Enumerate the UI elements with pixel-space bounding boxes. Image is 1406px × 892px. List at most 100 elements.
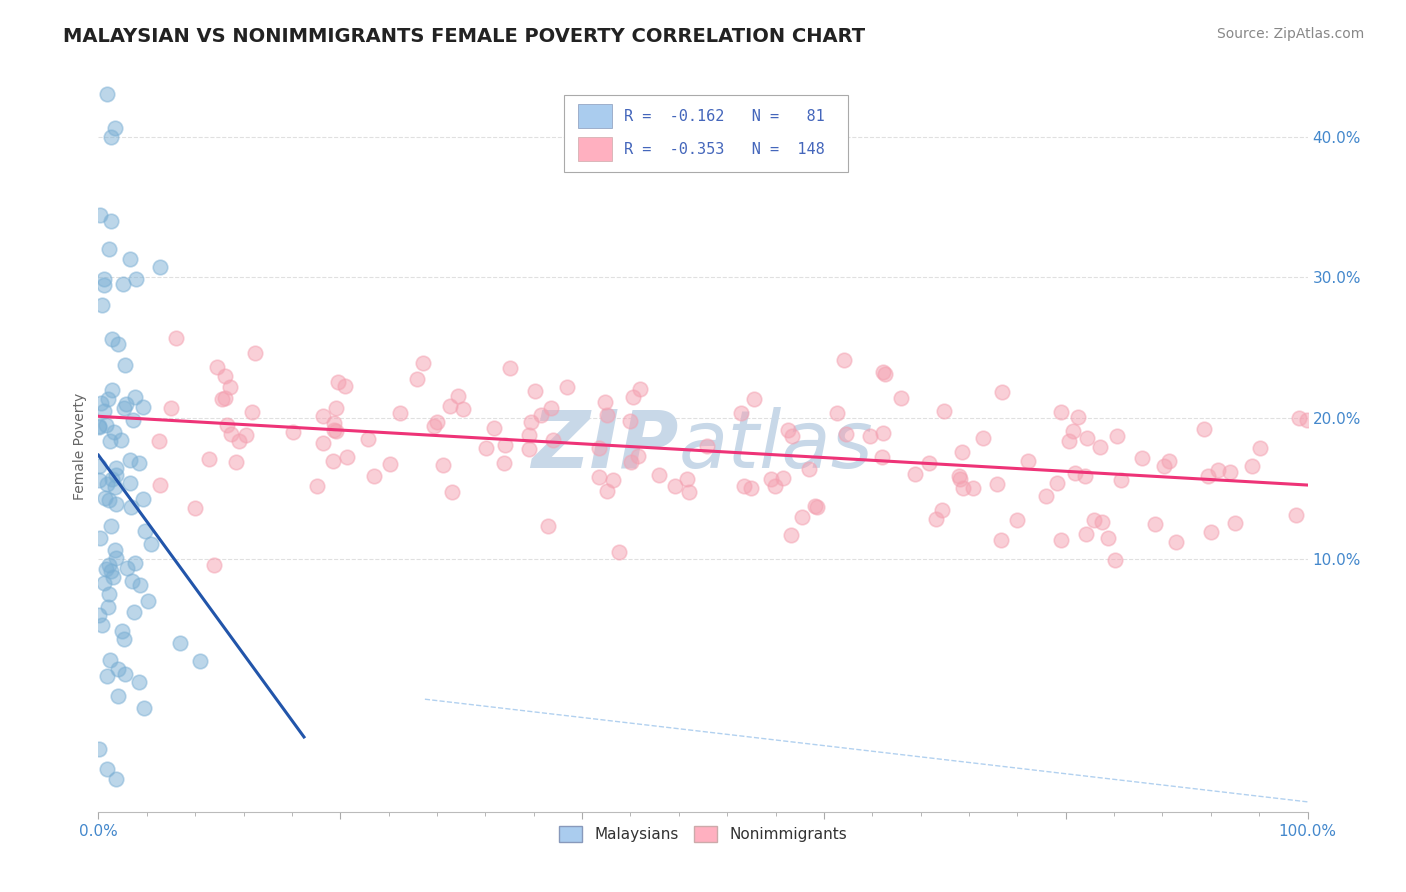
Point	[197, 452, 219, 467]
Point	[890, 391, 912, 405]
Point	[215, 418, 238, 433]
Point	[1083, 513, 1105, 527]
Point	[136, 594, 159, 608]
Point	[96, 562, 118, 576]
Point	[873, 368, 896, 382]
Point	[104, 120, 127, 135]
Point	[96, 762, 118, 776]
Point	[1192, 422, 1215, 436]
Point	[1062, 424, 1084, 438]
Point	[124, 557, 146, 571]
Point	[602, 473, 624, 487]
Point	[972, 431, 994, 445]
Point	[89, 742, 111, 756]
Point	[159, 401, 181, 415]
Point	[105, 460, 128, 475]
Point	[524, 384, 547, 399]
Point	[125, 271, 148, 285]
Point	[110, 433, 132, 447]
Point	[780, 528, 803, 542]
Point	[990, 384, 1012, 399]
Point	[648, 468, 671, 483]
Point	[804, 499, 827, 513]
Point	[1197, 468, 1219, 483]
Point	[114, 667, 136, 681]
Point	[1090, 440, 1112, 454]
Point	[115, 397, 138, 411]
Point	[103, 570, 125, 584]
Point	[1285, 508, 1308, 522]
Point	[529, 409, 551, 423]
Point	[1130, 450, 1153, 465]
Point	[104, 550, 127, 565]
Point	[104, 542, 127, 557]
Point	[1074, 469, 1097, 483]
Point	[696, 439, 718, 453]
Point	[93, 272, 115, 286]
Point	[1035, 489, 1057, 503]
Point	[759, 472, 782, 486]
Point	[806, 500, 828, 514]
Point	[948, 468, 970, 483]
Text: R =  -0.162   N =   81: R = -0.162 N = 81	[624, 109, 825, 124]
Point	[112, 401, 135, 415]
Point	[132, 400, 155, 414]
Point	[1050, 405, 1073, 419]
Point	[1105, 429, 1128, 443]
Point	[588, 469, 610, 483]
Point	[120, 500, 142, 515]
Point	[104, 468, 127, 483]
Point	[1097, 531, 1119, 545]
Point	[120, 252, 142, 266]
Point	[93, 278, 115, 293]
Point	[595, 483, 617, 498]
Point	[447, 389, 470, 403]
Point	[100, 214, 122, 228]
Point	[363, 469, 385, 483]
Point	[100, 565, 122, 579]
Point	[950, 445, 973, 459]
Point	[1064, 467, 1087, 481]
Point	[322, 454, 344, 468]
Point	[918, 457, 941, 471]
Point	[89, 208, 111, 222]
Point	[1091, 515, 1114, 529]
Point	[90, 396, 112, 410]
Point	[949, 472, 972, 486]
Point	[202, 558, 225, 573]
Point	[790, 509, 813, 524]
Point	[986, 476, 1008, 491]
Point	[98, 434, 121, 448]
Point	[94, 417, 117, 432]
Point	[932, 404, 955, 418]
Point	[139, 537, 162, 551]
Point	[90, 298, 112, 312]
Point	[87, 458, 110, 473]
Point	[169, 636, 191, 650]
Point	[832, 353, 855, 368]
Point	[114, 358, 136, 372]
Point	[124, 606, 146, 620]
Point	[129, 577, 152, 591]
Point	[555, 380, 578, 394]
Point	[101, 383, 124, 397]
Y-axis label: Female Poverty: Female Poverty	[73, 392, 87, 500]
Point	[835, 427, 858, 442]
Point	[107, 337, 129, 351]
Point	[225, 455, 247, 469]
Point	[132, 492, 155, 507]
Point	[825, 406, 848, 420]
Point	[107, 689, 129, 703]
Point	[484, 421, 506, 435]
Point	[990, 533, 1012, 547]
Point	[305, 479, 328, 493]
Point	[165, 330, 187, 344]
Point	[100, 519, 122, 533]
Point	[323, 416, 346, 430]
Point	[1288, 410, 1310, 425]
Point	[872, 450, 894, 464]
Point	[423, 419, 446, 434]
Point	[110, 624, 132, 639]
Point	[1153, 459, 1175, 474]
Point	[1208, 463, 1230, 477]
